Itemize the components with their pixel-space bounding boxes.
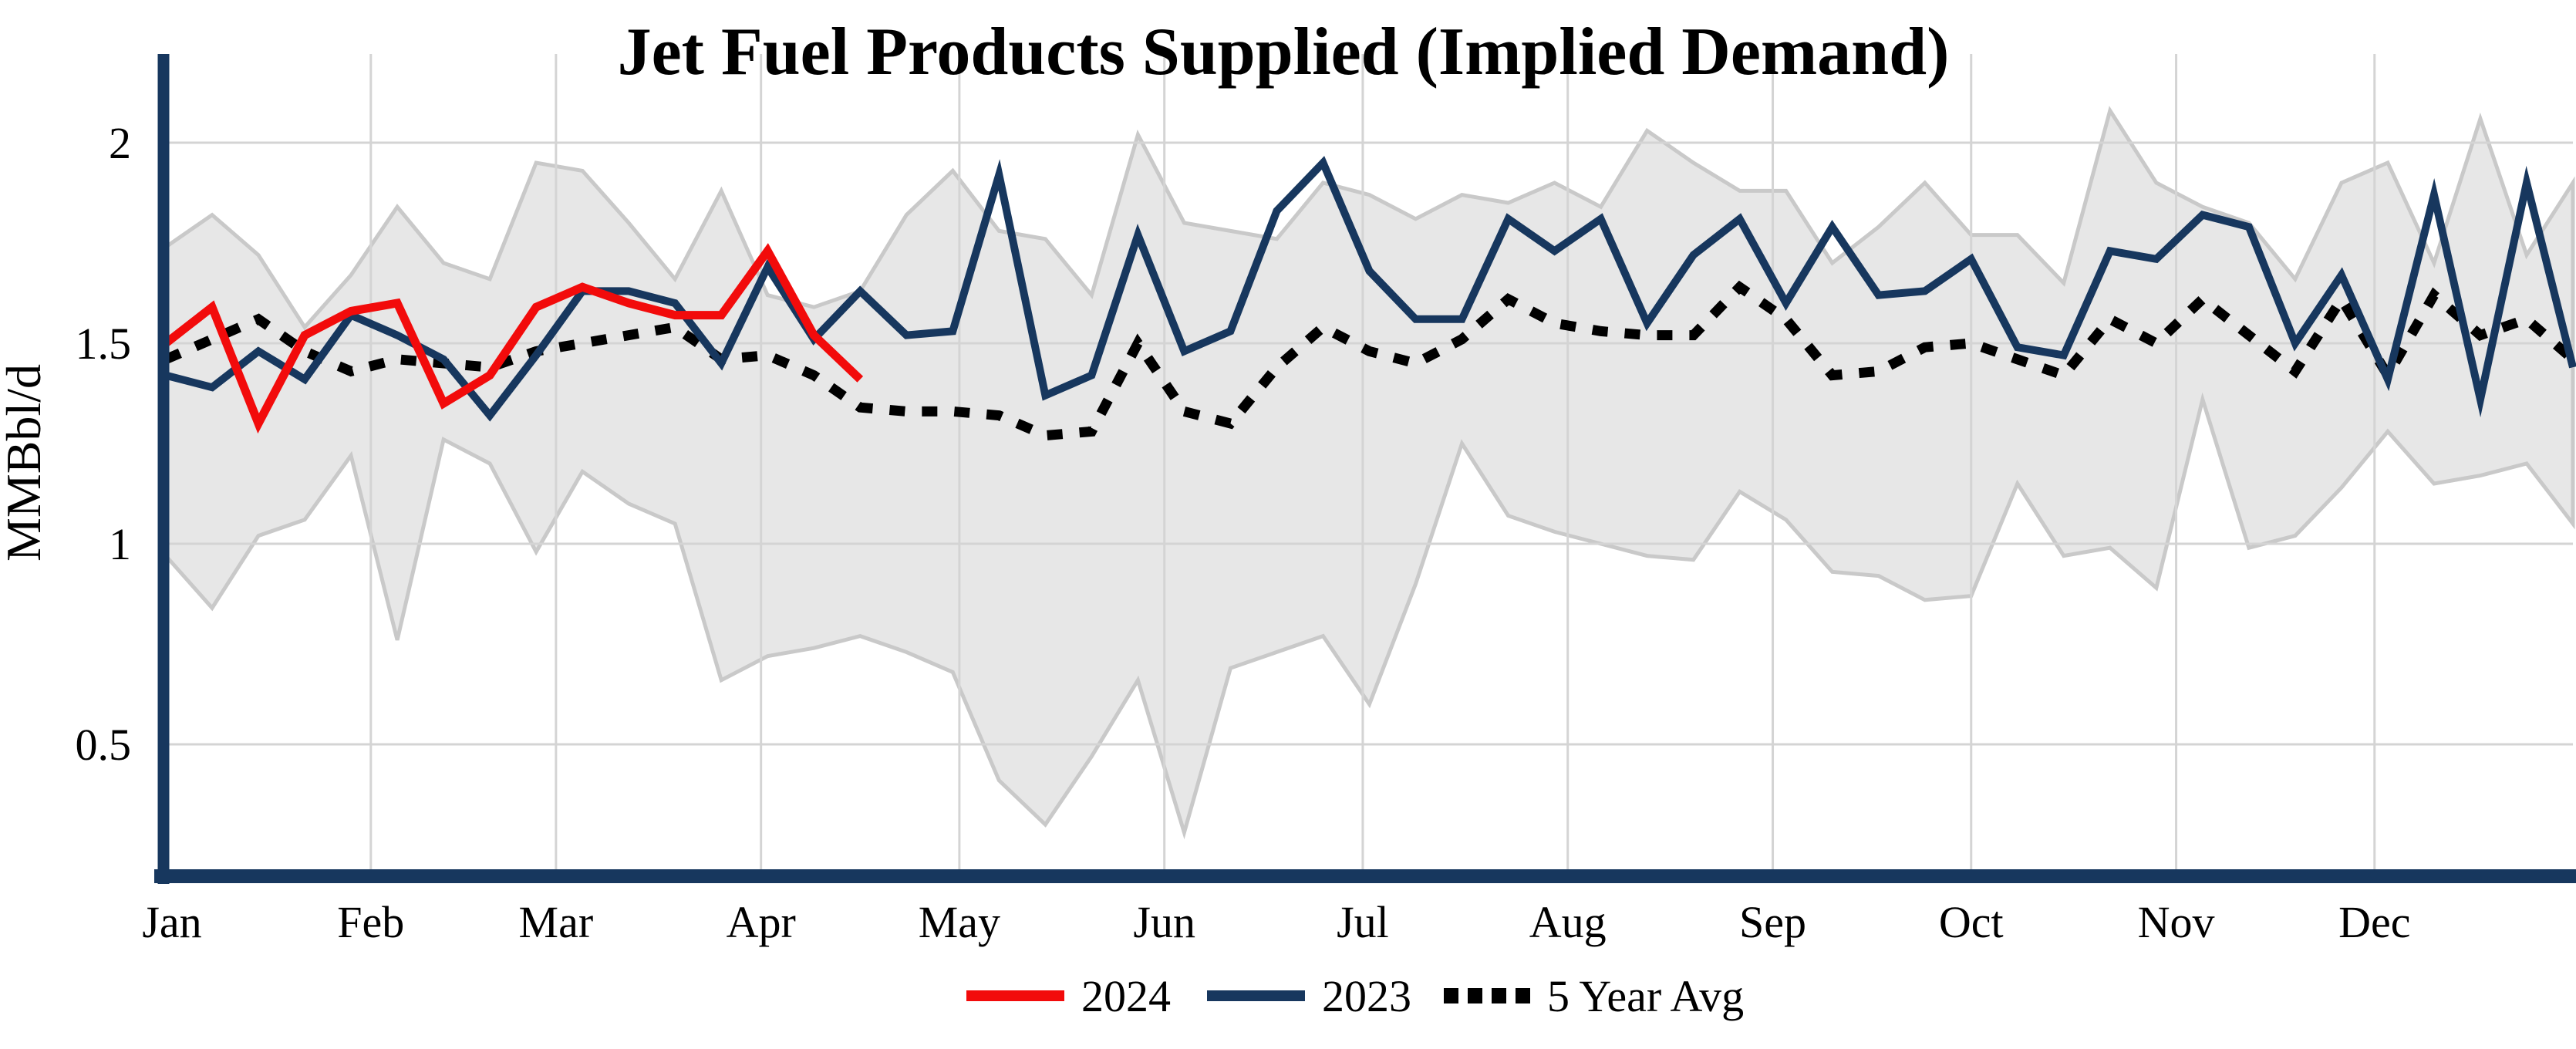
x-tick-labels: Jan Feb Mar Apr May Jun Jul Aug Sep Oct Nov Dec (142, 897, 2410, 947)
y-tick-labels: 0.5 1 1.5 2 (76, 118, 132, 770)
legend-5yr-avg-label: 5 Year Avg (1547, 971, 1744, 1021)
x-tick-label-Apr: Apr (727, 897, 796, 947)
legend-2023-label: 2023 (1322, 971, 1411, 1021)
x-tick-label-Nov: Nov (2138, 897, 2215, 947)
y-axis-label: MMBbl/d (0, 364, 51, 562)
series-2023-line (164, 156, 2576, 422)
series-lines (163, 156, 2576, 441)
x-tick-label-Jul: Jul (1337, 897, 1389, 947)
x-tick-label-Oct: Oct (1939, 897, 2004, 947)
x-tick-label-Dec: Dec (2338, 897, 2410, 947)
y-tick-label-1: 1 (109, 519, 131, 569)
x-tick-label-Jan: Jan (142, 897, 201, 947)
x-tick-label-Mar: Mar (519, 897, 594, 947)
x-tick-label-Aug: Aug (1529, 897, 1607, 947)
gridlines (162, 54, 2573, 869)
legend: 2024 2023 5 Year Avg (966, 971, 1744, 1021)
series-2024-line (163, 243, 864, 434)
x-tick-label-Sep: Sep (1739, 897, 1806, 947)
y-tick-label-1.5: 1.5 (76, 319, 132, 369)
x-tick-label-May: May (919, 897, 1000, 947)
five-year-avg-line (164, 280, 2576, 441)
y-tick-label-0.5: 0.5 (76, 720, 132, 770)
legend-2024-label: 2024 (1081, 971, 1171, 1021)
y-tick-label-2: 2 (109, 118, 131, 168)
chart-title: Jet Fuel Products Supplied (Implied Dema… (618, 15, 1950, 89)
x-tick-label-Jun: Jun (1133, 897, 1195, 947)
x-tick-label-Feb: Feb (337, 897, 404, 947)
